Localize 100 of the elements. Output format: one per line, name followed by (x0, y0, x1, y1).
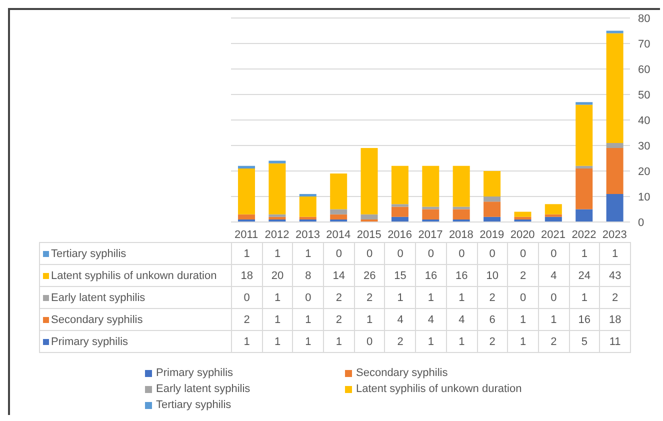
x-tick-label: 2018 (448, 228, 474, 241)
x-tick-label: 2017 (418, 228, 443, 241)
x-tick-label: 2013 (295, 228, 320, 241)
data-label: 0 (538, 286, 570, 308)
bar (330, 174, 348, 210)
data-label: 5 (569, 330, 600, 352)
bar (606, 148, 624, 194)
x-tick-label: 2014 (326, 228, 351, 241)
y-tick-label: 70 (638, 38, 650, 50)
bar (268, 160, 286, 164)
data-label: 4 (446, 308, 477, 330)
data-label: 1 (384, 286, 416, 308)
data-label: 1 (569, 242, 600, 264)
y-tick-label: 80 (638, 12, 650, 25)
bar (238, 168, 255, 214)
y-tick-label: 40 (638, 114, 650, 127)
bar (422, 166, 440, 207)
data-label: 0 (477, 242, 508, 264)
x-tick-label: 2012 (264, 228, 290, 241)
x-tick-label: 2021 (541, 228, 566, 241)
bar (606, 33, 624, 143)
data-label: 14 (324, 264, 354, 286)
data-label: 2 (324, 308, 354, 330)
y-tick-label: 20 (638, 166, 650, 178)
bar (452, 166, 470, 207)
y-tick-label: 30 (638, 140, 650, 152)
data-label: 2 (508, 264, 538, 286)
data-label: 2 (600, 286, 630, 308)
data-label: 1 (508, 330, 538, 352)
data-label: 1 (292, 242, 324, 264)
data-label: 6 (477, 308, 508, 330)
data-label: 1 (292, 330, 324, 352)
bar (484, 171, 501, 196)
data-label: 16 (416, 264, 446, 286)
bar (606, 142, 624, 148)
text: Secondary syphilis (356, 367, 448, 379)
y-tick-label: 0 (638, 216, 644, 229)
text: Early latent syphilis (156, 383, 250, 395)
data-label: 1 (232, 330, 262, 352)
bar (484, 202, 501, 217)
legend-label: Primary syphilis (156, 367, 234, 379)
bar (422, 209, 440, 220)
bar (452, 209, 470, 220)
bar (576, 102, 593, 105)
bar (576, 209, 593, 222)
data-label: 0 (232, 286, 262, 308)
data-label: 16 (569, 308, 600, 330)
data-label: 11 (600, 330, 630, 352)
data-label: 26 (354, 264, 385, 286)
data-label: 8 (292, 264, 324, 286)
data-label: 0 (354, 330, 385, 352)
x-tick-label: 2019 (480, 228, 504, 241)
data-label: 2 (477, 330, 508, 352)
data-label: 4 (416, 308, 446, 330)
bar (544, 214, 562, 217)
bar (576, 104, 593, 166)
bar (606, 194, 624, 222)
data-label: 0 (446, 242, 477, 264)
data-label: 2 (354, 286, 385, 308)
legend-label: Latent syphilis of unkown duration (40, 264, 232, 286)
data-label: 1 (262, 308, 293, 330)
bar (360, 214, 378, 220)
data-label: 1 (446, 330, 477, 352)
x-tick-label: 2023 (602, 228, 627, 241)
bar (544, 204, 562, 214)
data-label: 10 (477, 264, 508, 286)
bar (514, 216, 532, 220)
bar (391, 204, 408, 207)
data-label: 2 (384, 330, 416, 352)
x-tick-label: 2015 (356, 228, 382, 241)
bar (576, 168, 593, 210)
data-label: 2 (477, 286, 508, 308)
text: Latent syphilis of unkown duration (356, 383, 522, 395)
data-label: 0 (508, 286, 538, 308)
y-tick-label: 50 (638, 89, 650, 102)
data-label: 1 (569, 286, 600, 308)
bar (452, 206, 470, 210)
data-label: 1 (292, 308, 324, 330)
bar (514, 212, 532, 217)
data-label: 1 (354, 308, 385, 330)
data-label: 20 (262, 264, 293, 286)
y-tick-label: 10 (638, 191, 650, 204)
x-tick-label: 2020 (510, 228, 535, 241)
y-tick-label: 60 (638, 64, 650, 76)
legend-label: Tertiary syphilis (40, 242, 232, 264)
x-tick-label: 2011 (234, 228, 258, 241)
data-label: 1 (262, 286, 293, 308)
legend-label: Early latent syphilis (40, 286, 232, 308)
bar (268, 163, 286, 214)
data-label: 24 (569, 264, 600, 286)
bar (576, 166, 593, 168)
data-label: 0 (324, 242, 354, 264)
data-label: 0 (292, 286, 324, 308)
bar (422, 206, 440, 210)
data-label: 1 (416, 330, 446, 352)
bar (330, 214, 348, 220)
bar (360, 148, 378, 214)
data-label: 1 (538, 308, 570, 330)
data-label: 16 (446, 264, 477, 286)
legend-label: Secondary syphilis (40, 308, 232, 330)
